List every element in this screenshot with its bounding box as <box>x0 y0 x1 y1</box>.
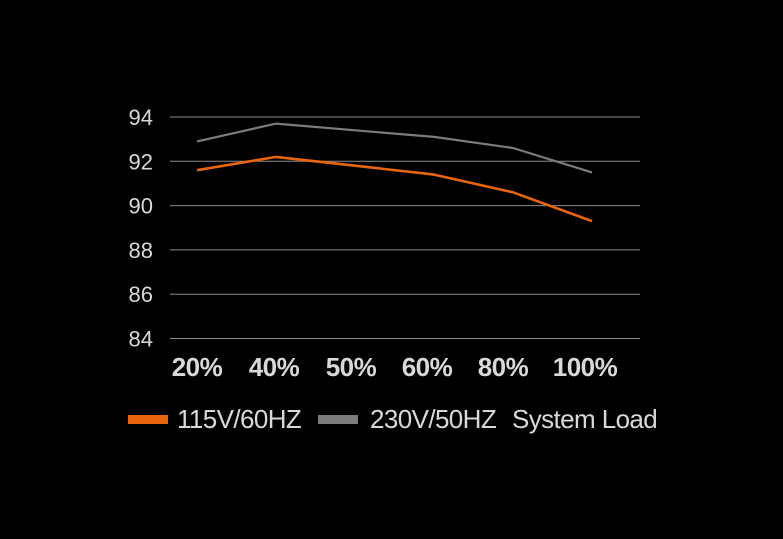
x-tick-50pct: 50% <box>326 352 377 382</box>
x-tick-40pct: 40% <box>249 352 300 382</box>
y-axis-tick-labels: 94 92 90 88 86 84 <box>129 105 153 352</box>
x-axis-tick-labels: 20% 40% 50% 60% 80% 100% <box>172 352 618 382</box>
data-series-lines <box>196 122 593 223</box>
x-tick-20pct: 20% <box>172 352 223 382</box>
gridlines <box>170 116 640 339</box>
x-tick-60pct: 60% <box>402 352 453 382</box>
y-tick-92: 92 <box>129 149 153 174</box>
y-tick-88: 88 <box>129 238 153 263</box>
x-tick-100pct: 100% <box>553 352 618 382</box>
y-tick-90: 90 <box>129 194 153 219</box>
y-tick-84: 84 <box>129 327 153 352</box>
y-tick-86: 86 <box>129 282 153 307</box>
line-230v-50hz <box>196 122 593 174</box>
x-tick-80pct: 80% <box>478 352 529 382</box>
y-tick-94: 94 <box>129 105 153 130</box>
line-115v-60hz <box>196 155 593 223</box>
